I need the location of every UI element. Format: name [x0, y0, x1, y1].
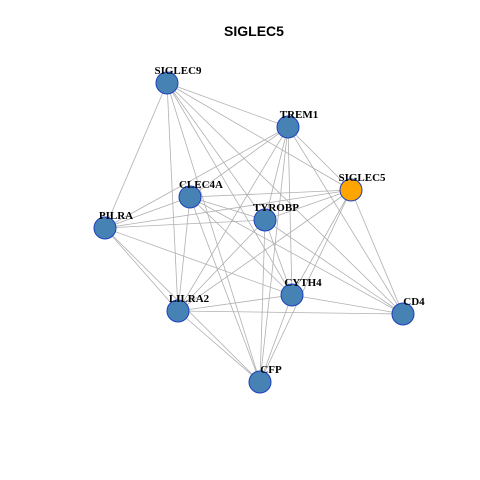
edge: [166, 82, 266, 221]
edge: [264, 126, 289, 221]
node-label: SIGLEC9: [154, 65, 202, 77]
node: [178, 185, 202, 209]
node-label: PILRA: [99, 210, 133, 222]
node: [280, 283, 304, 307]
node-label: SIGLEC5: [338, 172, 386, 184]
edge: [177, 219, 266, 312]
edge: [104, 196, 191, 229]
edge: [104, 219, 266, 229]
edge: [166, 82, 293, 296]
edge: [287, 126, 404, 315]
edge: [287, 126, 352, 191]
edge: [189, 196, 261, 383]
edge: [259, 294, 293, 383]
edge: [104, 126, 289, 229]
node: [391, 302, 415, 326]
edge: [104, 227, 179, 312]
edge: [189, 196, 293, 296]
edge: [166, 82, 289, 128]
edge: [189, 189, 352, 198]
edge: [291, 189, 352, 296]
edge: [264, 189, 352, 221]
edge: [259, 126, 289, 383]
node: [253, 208, 277, 232]
edge: [264, 219, 404, 315]
edge: [259, 189, 352, 383]
node-label: CD4: [403, 296, 425, 308]
edges: [104, 82, 404, 383]
edge: [166, 82, 179, 312]
node-label: TREM1: [280, 109, 319, 121]
edge: [259, 219, 266, 383]
node-label: CLEC4A: [179, 179, 223, 191]
title: SIGLEC5: [224, 23, 284, 39]
edge: [264, 219, 293, 296]
node: [166, 299, 190, 323]
edge: [189, 126, 289, 198]
edge: [166, 82, 352, 191]
edge: [291, 294, 404, 315]
node: [339, 178, 363, 202]
node: [248, 370, 272, 394]
node: [93, 216, 117, 240]
node-label: TYROBP: [253, 202, 299, 214]
node-label: LILRA2: [169, 293, 210, 305]
edge: [177, 310, 404, 315]
edge: [350, 189, 404, 315]
node-label: CFP: [260, 364, 282, 376]
node: [276, 115, 300, 139]
edge: [104, 82, 168, 229]
edge: [189, 196, 266, 221]
edge: [166, 82, 261, 383]
edge: [177, 310, 261, 383]
node: [155, 71, 179, 95]
edge: [177, 189, 352, 312]
edge: [177, 196, 191, 312]
edge: [166, 82, 404, 315]
edge: [177, 294, 293, 312]
edge: [177, 126, 289, 312]
nodes: SIGLEC9 TREM1 SIGLEC5 CLEC4A TYROBP PILRA CYTH…: [93, 65, 425, 394]
edge: [189, 196, 404, 315]
node-label: CYTH4: [284, 277, 322, 289]
edge: [104, 227, 293, 296]
